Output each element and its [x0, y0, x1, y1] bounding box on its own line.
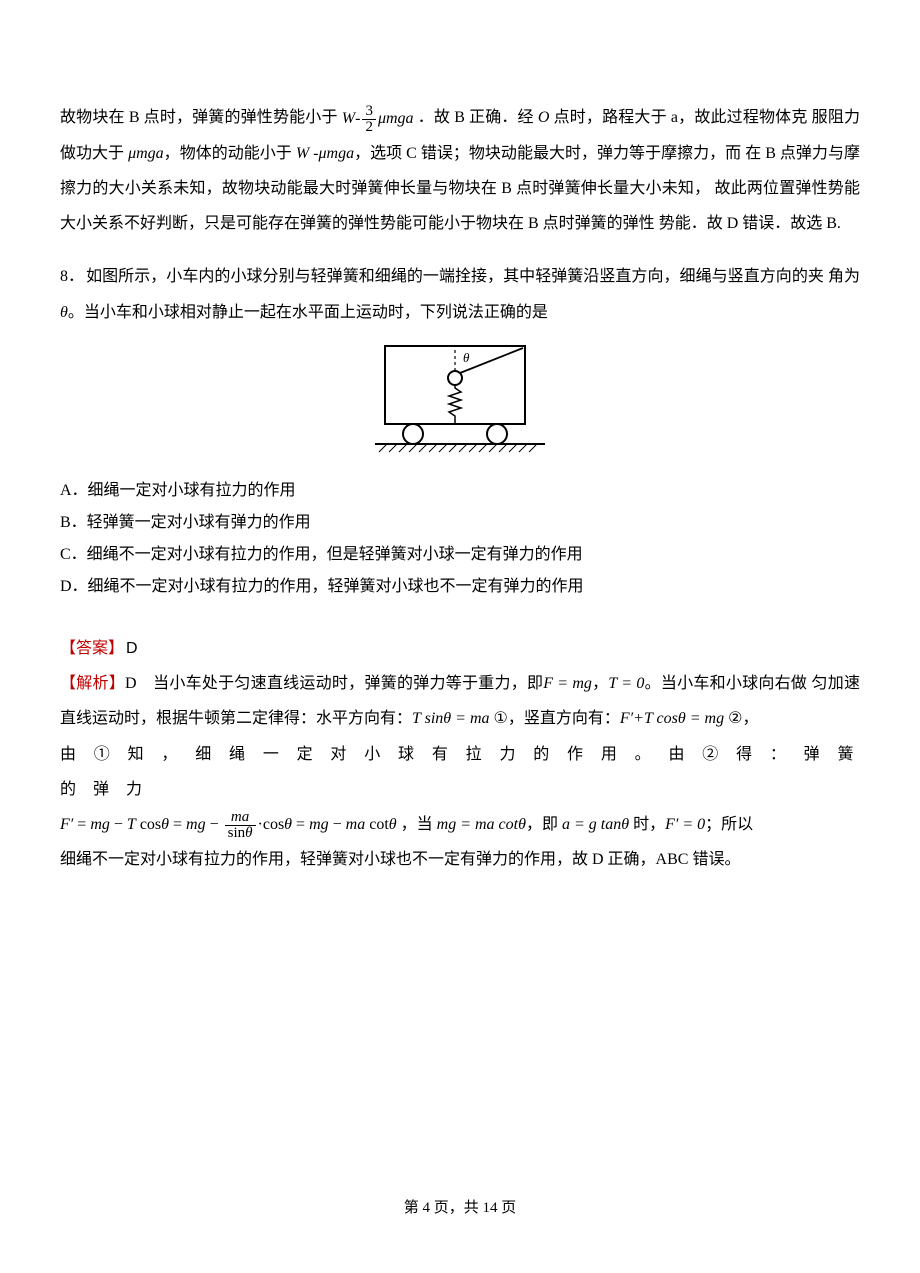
text: 势能．故 D 错误．故选 B.: [659, 215, 841, 232]
option-D: D．细绳不一定对小球有拉力的作用，轻弹簧对小球也不一定有弹力的作用: [60, 571, 860, 603]
text: ，选项 C 错误；物块动能最大时，弹力等于摩擦力，而: [354, 145, 741, 162]
q8-explanation-line3: 由 ① 知 ， 细 绳 一 定 对 小 球 有 拉 力 的 作 用 。 由 ② …: [60, 737, 860, 807]
text: D 当小车处于匀速直线运动时，弹簧的弹力等于重力，即: [125, 675, 543, 692]
formula-mg-eq-macot: mg = ma cotθ: [437, 816, 526, 833]
q8-answer: 【答案】D: [60, 631, 860, 666]
text: 时，: [629, 816, 665, 833]
text: ，: [592, 675, 609, 692]
formula-Tsin-eq-ma: T sinθ = ma: [412, 710, 490, 727]
text: ，即: [526, 816, 562, 833]
text: 由 ① 知 ， 细 绳 一 定 对 小 球 有 拉 力 的 作 用 。 由 ② …: [60, 746, 860, 798]
text: ②，: [724, 710, 758, 727]
q8-explanation-line4: F′ = mg − T cosθ = mg − masinθ·cosθ = mg…: [60, 807, 860, 842]
q8-options: A．细绳一定对小球有拉力的作用 B．轻弹簧一定对小球有弹力的作用 C．细绳不一定…: [60, 475, 860, 603]
footer-total: 14: [483, 1200, 498, 1216]
page-footer: 第 4 页，共 14 页: [0, 1192, 920, 1225]
footer-pre: 第: [404, 1200, 423, 1216]
option-C: C．细绳不一定对小球有拉力的作用，但是轻弹簧对小球一定有弹力的作用: [60, 539, 860, 571]
footer-mid: 页，共: [430, 1200, 483, 1216]
text: 。当小车和小球相对静止一起在水平面上运动时，下列说法正确的是: [68, 304, 548, 321]
q8-explanation: 【解析】D 当小车处于匀速直线运动时，弹簧的弹力等于重力，即F = mg，T =…: [60, 666, 860, 736]
formula-Fprime-eq-0: F′ = 0: [665, 816, 705, 833]
footer-post: 页: [498, 1200, 517, 1216]
q8-number: 8．: [60, 268, 84, 285]
text: 点时，路程大于 a，故此过程物体克: [549, 109, 807, 126]
text: ，当: [401, 816, 437, 833]
text: ①，竖直方向有：: [490, 710, 620, 727]
text: 。当小车和小球向右做: [644, 675, 807, 692]
q8-figure: θ: [365, 338, 555, 471]
text: 如图所示，小车内的小球分别与轻弹簧和细绳的一端拴接，其中轻弹簧沿竖直方向，细绳与…: [86, 268, 824, 285]
option-A: A．细绳一定对小球有拉力的作用: [60, 475, 860, 507]
formula-w-minus-3-2-mu-mga: W-32μmga: [342, 101, 414, 136]
theta: θ: [60, 304, 68, 321]
formula-F-eq-mg: F = mg: [543, 675, 592, 692]
svg-text:θ: θ: [463, 350, 470, 365]
text: 细绳不一定对小球有拉力的作用，轻弹簧对小球也不一定有弹力的作用，故 D 正确，A…: [60, 851, 740, 868]
formula-Fprime-expand: F′ = mg − T cosθ = mg − masinθ·cosθ = mg…: [60, 816, 401, 833]
formula-w-minus-mu-mga: W -μmga: [296, 145, 354, 162]
q8-stem: 8．如图所示，小车内的小球分别与轻弹簧和细绳的一端拴接，其中轻弹簧沿竖直方向，细…: [60, 259, 860, 329]
formula-Fprime-Tcos-eq-mg: F′+T cosθ = mg: [620, 710, 724, 727]
text: ；所以: [705, 816, 753, 833]
prev-solution-continuation: 故物块在 B 点时，弹簧的弹性势能小于 W-32μmga ．故 B 正确．经 O…: [60, 100, 860, 241]
explanation-label: 【解析】: [60, 675, 125, 692]
text: ，物体的动能小于: [164, 145, 296, 162]
point-O: O: [538, 109, 550, 126]
answer-label: 【答案】: [60, 640, 124, 657]
formula-T-eq-0: T = 0: [608, 675, 644, 692]
option-B: B．轻弹簧一定对小球有弹力的作用: [60, 507, 860, 539]
formula-mu-mga: μmga: [128, 145, 164, 162]
text: 故物块在 B 点时，弹簧的弹性势能小于: [60, 109, 342, 126]
formula-a-eq-gtan: a = g tanθ: [562, 816, 629, 833]
text: ．故 B 正确．经: [418, 109, 538, 126]
text: 角为: [828, 268, 860, 285]
answer-value: D: [126, 640, 138, 657]
q8-explanation-line5: 细绳不一定对小球有拉力的作用，轻弹簧对小球也不一定有弹力的作用，故 D 正确，A…: [60, 842, 860, 877]
footer-page: 4: [422, 1200, 430, 1216]
